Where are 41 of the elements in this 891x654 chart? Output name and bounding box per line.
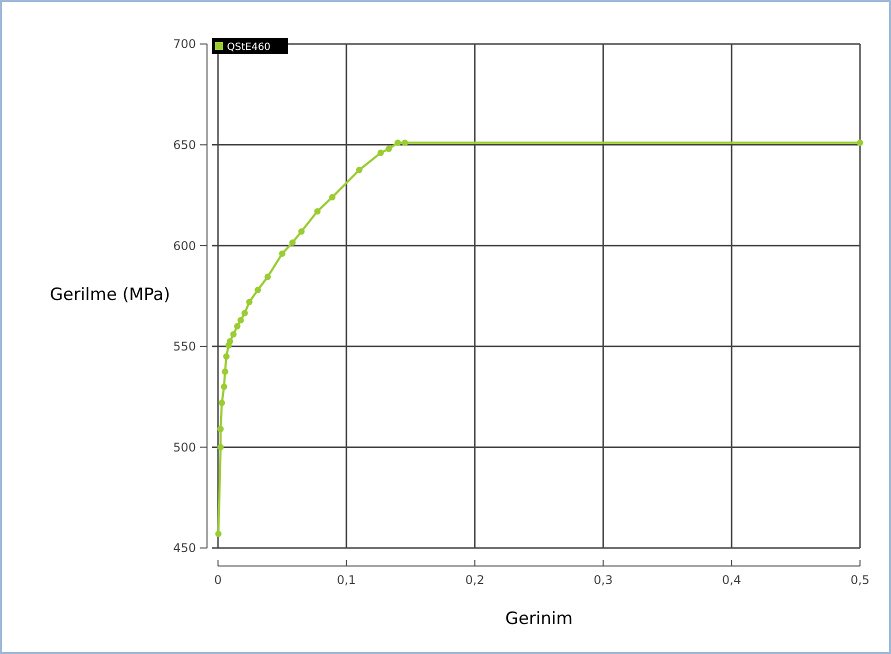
y-tick-label: 700 [173, 37, 196, 52]
point [377, 150, 384, 156]
point [856, 140, 864, 146]
point [264, 274, 271, 280]
point [242, 310, 248, 316]
point [234, 323, 240, 330]
point [289, 239, 296, 246]
point [314, 208, 321, 215]
legend-label: QStE460 [227, 42, 271, 53]
x-tick-label: 0 [214, 573, 222, 587]
point [217, 426, 224, 432]
point [218, 400, 226, 406]
point [329, 194, 336, 200]
y-tick-label: 500 [173, 440, 196, 454]
point [215, 530, 222, 538]
point [356, 166, 362, 174]
y-tick-label: 450 [173, 541, 196, 556]
point [298, 228, 305, 235]
point [386, 146, 392, 152]
x-axis-title: Gerinim [505, 609, 573, 629]
point [394, 140, 401, 146]
point [223, 353, 230, 360]
point [254, 286, 262, 294]
y-tick-label: 650 [173, 138, 196, 152]
point [226, 338, 234, 345]
x-tick-label: 0,5 [850, 573, 870, 587]
point [402, 140, 408, 146]
point [220, 384, 228, 390]
point [279, 250, 286, 257]
point [246, 298, 253, 306]
x-tick-label: 0,3 [594, 573, 613, 587]
y-tick-label: 550 [173, 340, 196, 354]
point [230, 331, 237, 338]
x-tick-label: 0,1 [336, 573, 356, 587]
point [222, 368, 228, 375]
y-tick-label: 600 [173, 238, 196, 253]
point [217, 444, 224, 450]
point [238, 316, 244, 324]
y-axis-title: Gerilme (MPa) [50, 285, 170, 305]
x-tick-label: 0,2 [465, 573, 484, 587]
x-tick-label: 0,4 [722, 573, 742, 587]
